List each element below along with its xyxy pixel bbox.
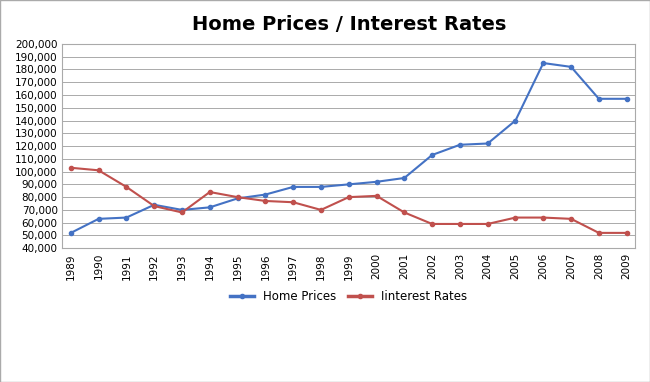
Iinterest Rates	[484, 222, 491, 226]
Home Prices	[122, 215, 130, 220]
Iinterest Rates	[428, 222, 436, 226]
Home Prices	[372, 180, 380, 184]
Iinterest Rates	[456, 222, 464, 226]
Title: Home Prices / Interest Rates: Home Prices / Interest Rates	[192, 15, 506, 34]
Iinterest Rates	[234, 195, 242, 199]
Home Prices	[95, 217, 103, 221]
Iinterest Rates	[150, 204, 158, 208]
Iinterest Rates	[540, 215, 547, 220]
Iinterest Rates	[178, 210, 186, 215]
Home Prices	[289, 185, 297, 189]
Home Prices	[178, 207, 186, 212]
Iinterest Rates	[317, 207, 325, 212]
Iinterest Rates	[95, 168, 103, 173]
Iinterest Rates	[400, 210, 408, 215]
Home Prices	[567, 65, 575, 69]
Iinterest Rates	[372, 194, 380, 198]
Home Prices	[428, 153, 436, 157]
Home Prices	[400, 176, 408, 180]
Iinterest Rates	[206, 190, 214, 194]
Home Prices	[512, 118, 519, 123]
Iinterest Rates	[595, 231, 603, 235]
Home Prices	[67, 231, 75, 235]
Iinterest Rates	[623, 231, 630, 235]
Iinterest Rates	[512, 215, 519, 220]
Home Prices	[317, 185, 325, 189]
Home Prices	[261, 192, 269, 197]
Home Prices	[456, 142, 464, 147]
Home Prices	[345, 182, 353, 187]
Home Prices	[623, 97, 630, 101]
Home Prices	[150, 202, 158, 207]
Iinterest Rates	[567, 217, 575, 221]
Iinterest Rates	[261, 199, 269, 203]
Home Prices	[234, 196, 242, 201]
Home Prices	[484, 141, 491, 146]
Iinterest Rates	[345, 195, 353, 199]
Legend: Home Prices, Iinterest Rates: Home Prices, Iinterest Rates	[226, 285, 472, 308]
Home Prices	[540, 61, 547, 65]
Line: Home Prices: Home Prices	[69, 61, 629, 235]
Home Prices	[595, 97, 603, 101]
Iinterest Rates	[289, 200, 297, 204]
Line: Iinterest Rates: Iinterest Rates	[69, 166, 629, 235]
Home Prices	[206, 205, 214, 210]
Iinterest Rates	[67, 165, 75, 170]
Iinterest Rates	[122, 185, 130, 189]
